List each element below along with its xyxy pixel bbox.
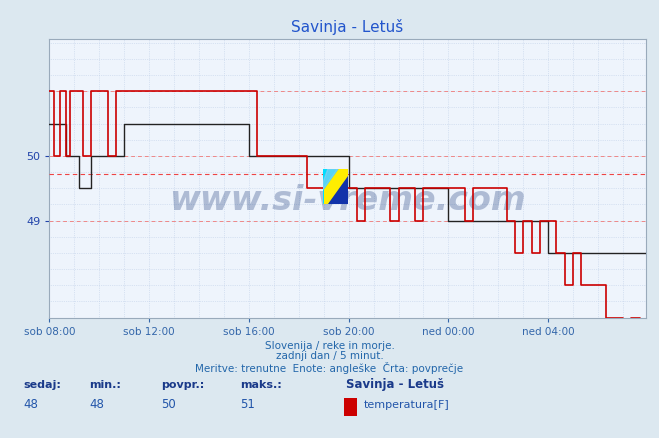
Text: 48: 48 [23, 398, 38, 411]
Text: maks.:: maks.: [241, 380, 282, 390]
Text: Slovenija / reke in morje.: Slovenija / reke in morje. [264, 341, 395, 351]
Text: 51: 51 [241, 398, 256, 411]
Text: Meritve: trenutne  Enote: angleške  Črta: povprečje: Meritve: trenutne Enote: angleške Črta: … [196, 362, 463, 374]
Title: Savinja - Letuš: Savinja - Letuš [291, 19, 404, 35]
Text: zadnji dan / 5 minut.: zadnji dan / 5 minut. [275, 351, 384, 361]
Polygon shape [323, 169, 338, 190]
Text: temperatura[F]: temperatura[F] [364, 400, 449, 410]
Polygon shape [328, 176, 348, 204]
Text: Savinja - Letuš: Savinja - Letuš [346, 378, 444, 391]
Text: min.:: min.: [89, 380, 121, 390]
Text: sedaj:: sedaj: [23, 380, 61, 390]
Polygon shape [323, 169, 338, 204]
Text: 48: 48 [89, 398, 104, 411]
Text: povpr.:: povpr.: [161, 380, 205, 390]
Text: 50: 50 [161, 398, 176, 411]
Text: www.si-vreme.com: www.si-vreme.com [169, 184, 526, 217]
